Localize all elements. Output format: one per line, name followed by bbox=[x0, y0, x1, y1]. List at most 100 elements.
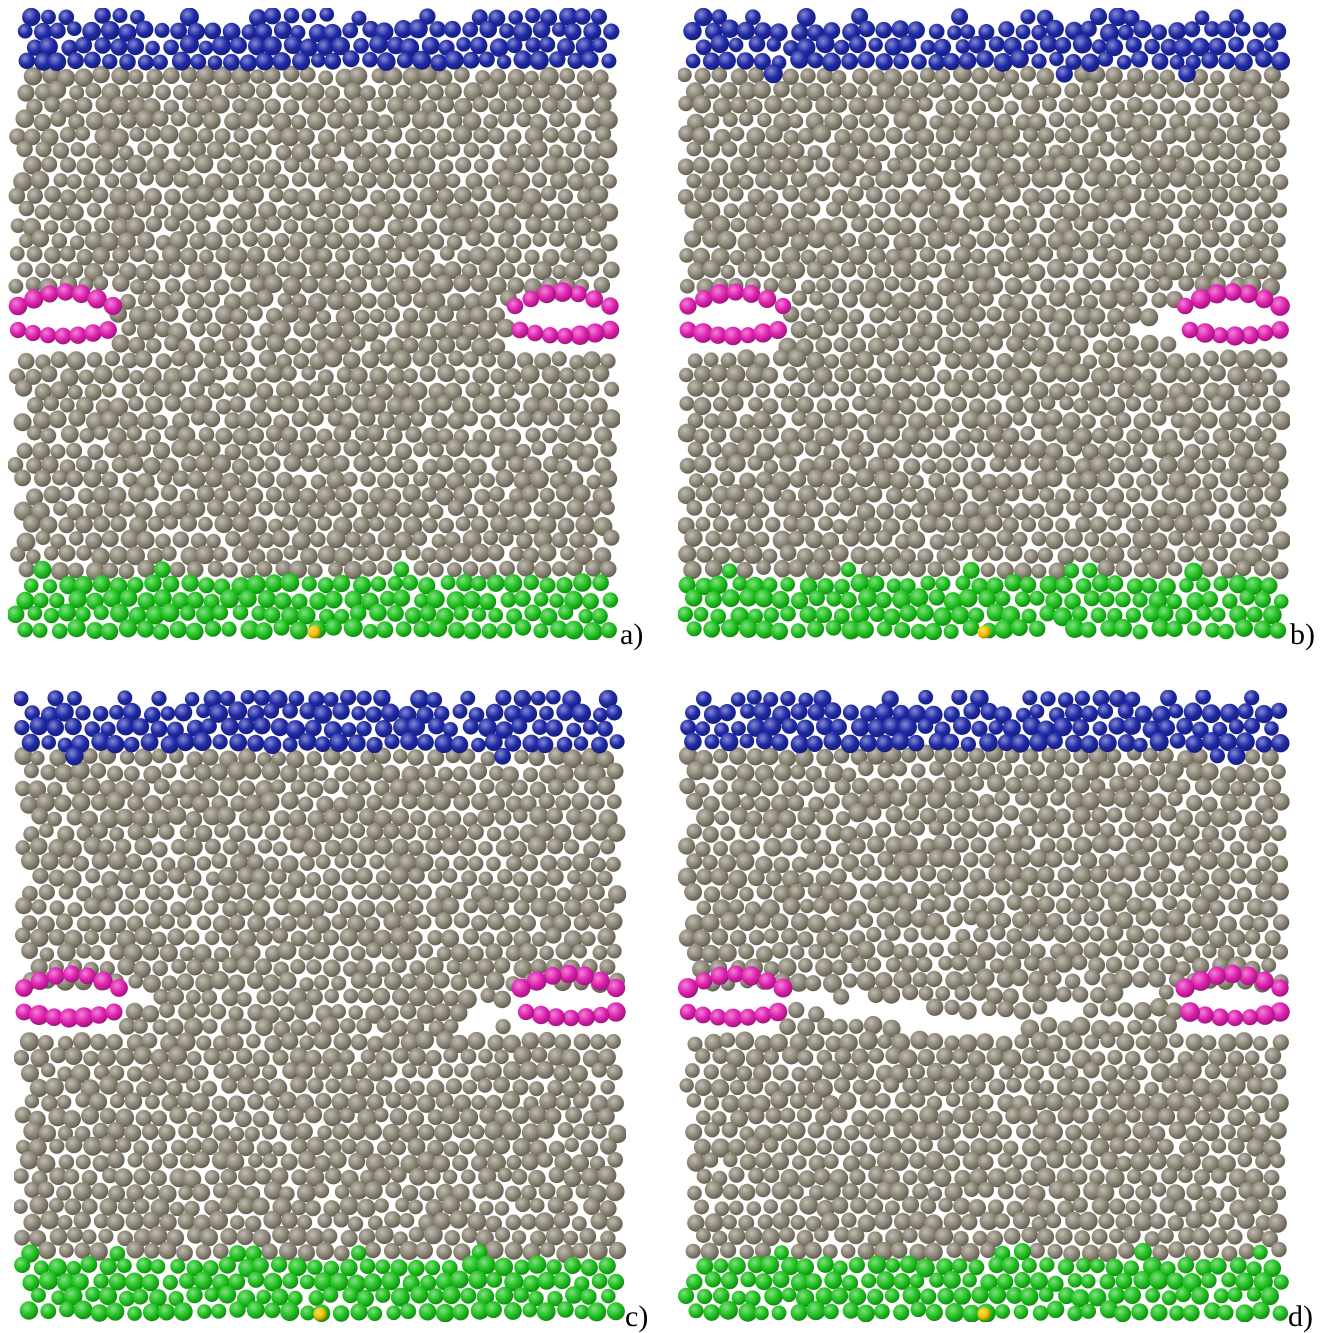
bulk-particle bbox=[938, 955, 953, 971]
bulk-particle bbox=[822, 263, 839, 280]
bottom-particle bbox=[962, 619, 980, 636]
bulk-particle bbox=[162, 245, 181, 265]
bulk-particle bbox=[276, 381, 294, 399]
bottom-particle bbox=[602, 592, 619, 608]
bulk-particle bbox=[170, 111, 187, 127]
bulk-particle bbox=[179, 488, 196, 505]
bulk-particle bbox=[435, 546, 453, 564]
bulk-particle bbox=[99, 1198, 118, 1216]
bulk-particle bbox=[686, 823, 702, 839]
bulk-particle bbox=[360, 142, 378, 159]
bottom-particle bbox=[145, 605, 165, 625]
bulk-particle bbox=[1073, 216, 1089, 231]
bulk-particle bbox=[919, 158, 935, 175]
bulk-particle bbox=[711, 928, 729, 946]
bulk-particle bbox=[823, 974, 842, 993]
bottom-particle bbox=[732, 576, 748, 591]
bulk-particle bbox=[936, 369, 952, 385]
bottom-particle bbox=[232, 604, 249, 621]
bulk-particle bbox=[348, 1005, 364, 1020]
top-particle bbox=[393, 717, 412, 737]
bulk-particle bbox=[797, 931, 814, 948]
bulk-particle bbox=[357, 928, 376, 947]
bulk-particle bbox=[219, 1196, 238, 1215]
bulk-particle bbox=[594, 426, 612, 445]
bulk-particle bbox=[604, 381, 620, 397]
bulk-particle bbox=[1110, 278, 1126, 294]
top-particle bbox=[29, 716, 49, 736]
bulk-particle bbox=[875, 972, 893, 990]
bulk-particle bbox=[849, 837, 866, 855]
bulk-particle bbox=[927, 790, 946, 809]
bulk-particle bbox=[471, 1155, 488, 1172]
bulk-particle bbox=[261, 1243, 278, 1260]
bulk-particle bbox=[376, 172, 394, 189]
bulk-particle bbox=[1218, 112, 1234, 128]
bulk-particle bbox=[547, 1047, 566, 1066]
bulk-particle bbox=[144, 307, 162, 325]
bulk-particle bbox=[470, 216, 489, 234]
bulk-particle bbox=[283, 454, 302, 472]
bulk-particle bbox=[340, 1075, 359, 1095]
bulk-particle bbox=[272, 1225, 290, 1244]
bulk-particle bbox=[1081, 414, 1096, 429]
bulk-particle bbox=[591, 158, 609, 176]
bulk-particle bbox=[711, 67, 728, 83]
bulk-particle bbox=[970, 248, 986, 264]
bulk-particle bbox=[1080, 501, 1097, 519]
bulk-particle bbox=[188, 381, 205, 398]
bulk-particle bbox=[214, 823, 229, 838]
bulk-particle bbox=[252, 1049, 270, 1067]
bulk-particle bbox=[1071, 363, 1090, 382]
bulk-particle bbox=[323, 747, 341, 766]
bulk-particle bbox=[937, 336, 956, 355]
bulk-particle bbox=[1263, 457, 1280, 474]
bulk-particle bbox=[177, 1091, 195, 1109]
bulk-particle bbox=[1037, 547, 1053, 563]
bulk-particle bbox=[696, 900, 712, 916]
bulk-particle bbox=[1040, 424, 1058, 442]
bulk-particle bbox=[428, 233, 445, 250]
bulk-particle bbox=[763, 928, 779, 944]
bulk-particle bbox=[329, 1151, 347, 1169]
top-particle bbox=[174, 703, 193, 722]
bottom-particle bbox=[1083, 590, 1100, 607]
bulk-particle bbox=[509, 546, 524, 562]
bulk-particle bbox=[1091, 834, 1111, 854]
top-particle bbox=[1105, 38, 1124, 57]
bulk-particle bbox=[1220, 82, 1239, 102]
bulk-particle bbox=[910, 820, 925, 836]
bulk-particle bbox=[782, 897, 801, 915]
top-particle bbox=[1072, 34, 1092, 54]
bulk-particle bbox=[945, 791, 964, 810]
bulk-particle bbox=[222, 957, 239, 974]
bulk-particle bbox=[134, 350, 153, 368]
bulk-particle bbox=[839, 499, 857, 517]
notch-particle bbox=[693, 323, 713, 343]
bulk-particle bbox=[1253, 767, 1270, 783]
bottom-particle bbox=[850, 573, 869, 593]
bulk-particle bbox=[478, 1048, 493, 1064]
bulk-particle bbox=[306, 751, 322, 767]
bottom-particle bbox=[271, 1288, 289, 1306]
bulk-particle bbox=[714, 810, 730, 826]
top-particle bbox=[683, 21, 702, 41]
bulk-particle bbox=[1192, 896, 1211, 915]
bulk-particle bbox=[58, 544, 76, 562]
bulk-particle bbox=[479, 1106, 497, 1124]
bottom-particle bbox=[986, 577, 1004, 595]
bulk-particle bbox=[1116, 533, 1131, 548]
top-particle bbox=[1173, 38, 1193, 57]
bulk-particle bbox=[327, 382, 344, 399]
bulk-particle bbox=[782, 68, 799, 85]
bulk-particle bbox=[592, 945, 608, 961]
bulk-particle bbox=[378, 498, 397, 518]
bulk-particle bbox=[1259, 96, 1278, 115]
bulk-particle bbox=[40, 1210, 60, 1230]
bulk-particle bbox=[48, 929, 66, 946]
marker-particle bbox=[977, 625, 991, 639]
bulk-particle bbox=[193, 1065, 209, 1081]
top-particle bbox=[166, 721, 184, 739]
bottom-particle bbox=[1029, 620, 1046, 637]
bulk-particle bbox=[447, 499, 465, 516]
